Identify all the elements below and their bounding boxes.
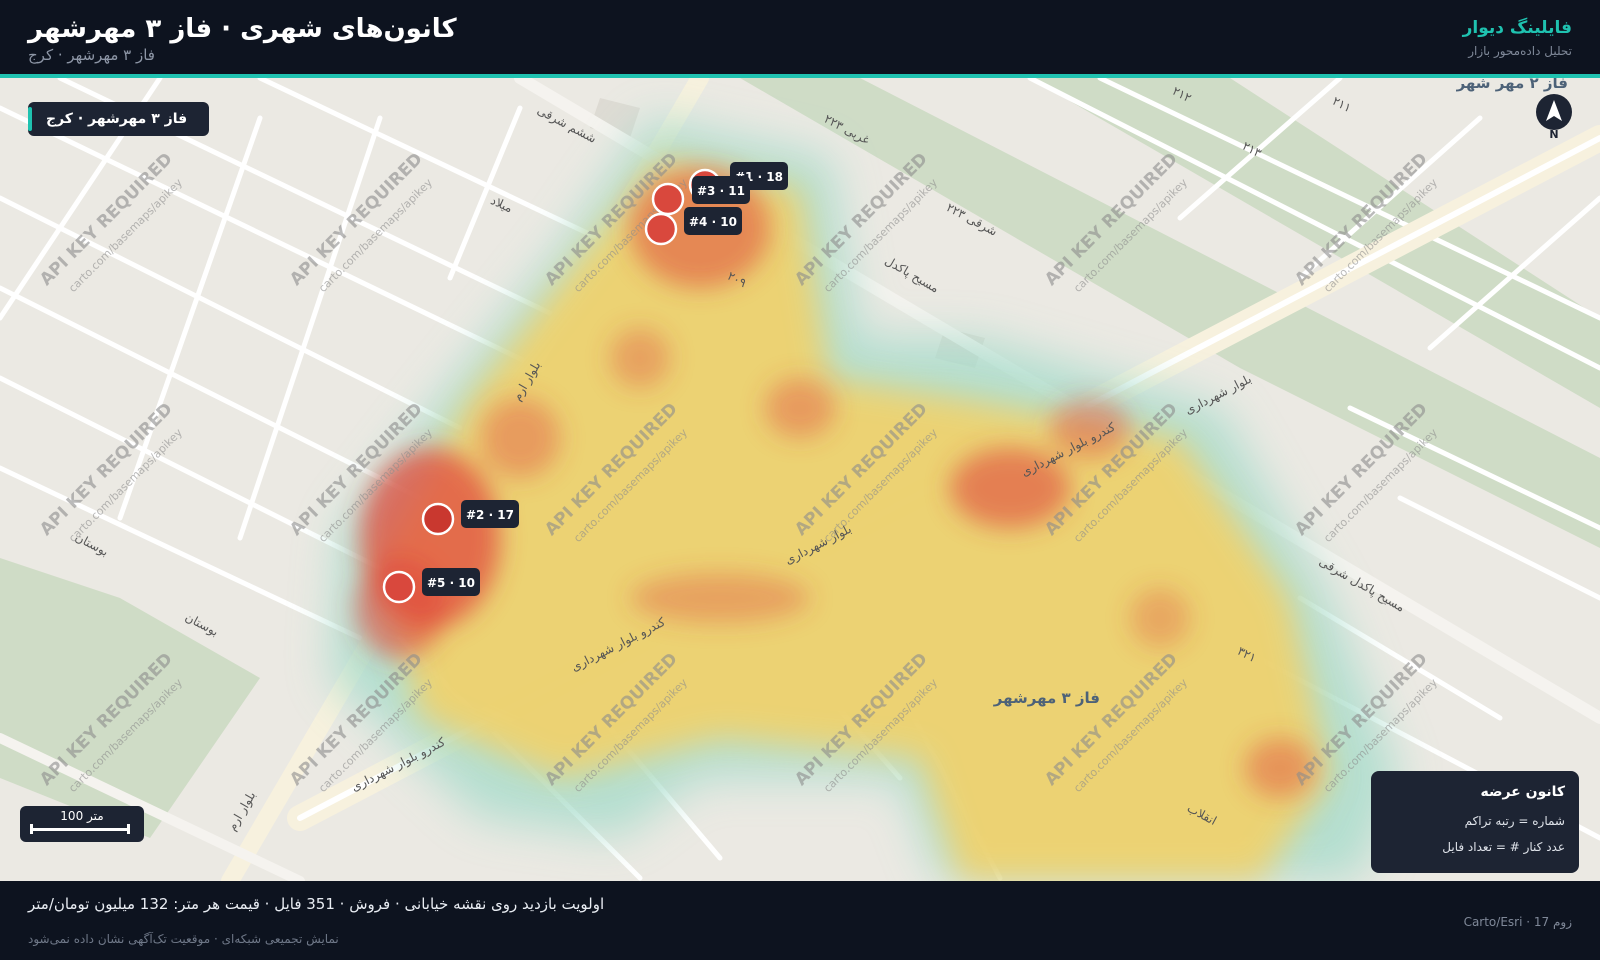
cluster-label-5: #5 · 10	[427, 576, 475, 590]
heatmap-layer	[330, 118, 1400, 881]
cluster-markers[interactable]: #1 · 18 #3 · 11 #4 · 10 #2 · 17 #5 · 10	[382, 162, 788, 604]
page-subtitle: فاز ۳ مهرشهر · کرج	[28, 46, 155, 64]
cluster-label-2: #2 · 17	[466, 508, 514, 522]
footer-summary: اولویت بازدید روی نقشه خیابانی · فروش · …	[28, 895, 605, 913]
north-arrow-icon	[1546, 100, 1562, 121]
footer-bar: اولویت بازدید روی نقشه خیابانی · فروش · …	[0, 881, 1600, 960]
scale-line	[30, 824, 130, 834]
cluster-dot-3[interactable]	[651, 182, 685, 216]
cluster-marker-4[interactable]: #4 · 10	[644, 207, 742, 246]
place-label-phase3: فاز ۳ مهرشهر	[993, 689, 1100, 707]
cluster-badge-4[interactable]	[684, 207, 742, 235]
legend-line-count: عدد کنار # = تعداد فایل	[1442, 840, 1565, 854]
map-attribution: Carto/Esri · زوم 17	[1463, 915, 1572, 929]
basemap-svg: فاز ۲ مهر شهر فاز ۳ مهرشهر بلوار شهرداری…	[0, 78, 1600, 881]
cluster-badge-2[interactable]	[461, 500, 519, 528]
footer-note: نمایش تجمیعی شبکه‌ای · موقعیت تک‌آگهی نش…	[28, 932, 339, 946]
cluster-marker-2[interactable]: #2 · 17	[421, 500, 519, 536]
road-label: ۲۱۱	[1330, 94, 1354, 115]
road-label: بوستان	[182, 610, 221, 640]
header-bar: کانون‌های شهری · فاز ۳ مهرشهر فاز ۳ مهرش…	[0, 0, 1600, 76]
map-canvas[interactable]: فاز ۲ مهر شهر فاز ۳ مهرشهر بلوار شهرداری…	[0, 78, 1600, 881]
area-chip: فاز ۳ مهرشهر · کرج	[28, 102, 210, 136]
compass-disc[interactable]	[1536, 94, 1572, 130]
watermark: API KEY REQUIRED	[36, 149, 177, 290]
compass[interactable]: N	[1536, 94, 1576, 150]
legend-panel: کانون عرضه شماره = رتبه تراکم عدد کنار #…	[1371, 771, 1579, 873]
cluster-dot-2[interactable]	[421, 502, 455, 536]
cluster-badge-5[interactable]	[422, 568, 480, 596]
header-accent-line	[0, 74, 1600, 78]
scale-label: 100 متر	[60, 809, 104, 823]
cluster-dot-5[interactable]	[382, 570, 416, 604]
scale-bar: 100 متر	[20, 806, 144, 842]
brand-tagline: تحلیل داده‌محور بازار	[1468, 44, 1572, 58]
cluster-marker-3[interactable]: #3 · 11	[651, 176, 750, 216]
compass-north-label: N	[1549, 128, 1559, 141]
cluster-dot-4[interactable]	[644, 212, 678, 246]
legend-line-rank: شماره = رتبه تراکم	[1464, 814, 1565, 828]
page-title: کانون‌های شهری · فاز ۳ مهرشهر	[28, 14, 457, 44]
cluster-label-3: #3 · 11	[697, 184, 745, 198]
brand-name: فایلینگ دیوار	[1462, 18, 1572, 38]
road-label: مسیح پاکدل	[882, 253, 941, 295]
legend-title: کانون عرضه	[1480, 784, 1565, 800]
cluster-label-4: #4 · 10	[689, 215, 737, 229]
watermark: API KEY REQUIRED	[286, 149, 427, 290]
place-label-phase2: فاز ۲ مهر شهر	[1456, 78, 1568, 92]
cluster-badge-3[interactable]	[692, 176, 750, 204]
cluster-marker-5[interactable]: #5 · 10	[382, 568, 480, 604]
